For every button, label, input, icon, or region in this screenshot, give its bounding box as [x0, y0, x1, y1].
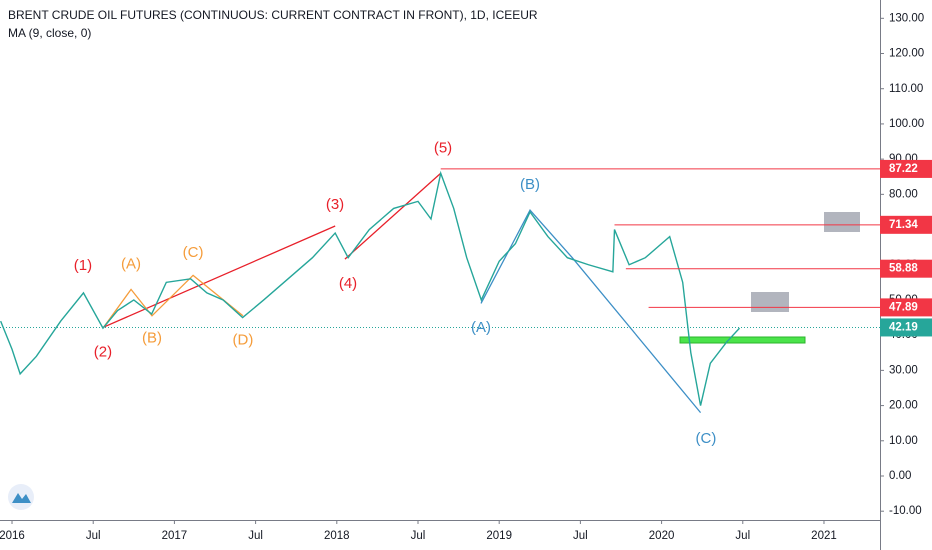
level-label: 87.22 [889, 163, 918, 175]
wave-label: (A) [121, 256, 141, 273]
x-tick-label: 2016 [0, 530, 25, 542]
level-label-box [880, 259, 932, 278]
y-tick-label: 30.00 [889, 364, 918, 376]
label-box [824, 212, 860, 232]
wave-label: (1) [74, 257, 92, 274]
wave-label: (2) [94, 344, 112, 361]
chart-title: BRENT CRUDE OIL FUTURES (CONTINUOUS: CUR… [8, 8, 538, 22]
x-tick-label: Jul [248, 530, 263, 542]
wave-line [102, 225, 336, 329]
x-tick-label: 2019 [486, 530, 512, 542]
price-line [0, 170, 741, 406]
zone-box [679, 336, 806, 344]
y-tick-label: 120.00 [889, 48, 924, 60]
level-label-box [880, 159, 932, 178]
x-tick-label: Jul [411, 530, 426, 542]
y-tick-label: 20.00 [889, 400, 918, 412]
level-label-box [880, 318, 932, 337]
level-label: 42.19 [889, 321, 918, 333]
y-tick-label: 110.00 [889, 83, 923, 95]
wave-label: (B) [520, 176, 540, 193]
x-tick-label: 2018 [324, 530, 350, 542]
logo [8, 484, 34, 510]
wave-label: (C) [183, 244, 204, 261]
wave-label: (3) [326, 196, 344, 213]
wave-label: (5) [434, 140, 452, 157]
y-tick-label: -10.00 [889, 505, 922, 517]
label-box [751, 292, 789, 312]
wave-line [344, 172, 442, 260]
wave-line [102, 274, 244, 329]
x-tick-label: 2020 [649, 530, 675, 542]
level-label: 58.88 [889, 263, 918, 275]
x-tick-label: Jul [573, 530, 588, 542]
x-tick-label: 2017 [162, 530, 188, 542]
y-tick-label: 10.00 [889, 435, 918, 447]
wave-label: (A) [471, 319, 491, 336]
y-tick-label: 100.00 [889, 118, 924, 130]
wave-line [480, 209, 702, 414]
level-label-box [880, 215, 932, 234]
wave-label: (4) [339, 275, 357, 292]
level-label: 71.34 [889, 219, 918, 231]
level-label: 47.89 [889, 301, 918, 313]
wave-label: (D) [233, 331, 254, 348]
x-tick-label: 2021 [811, 530, 837, 542]
wave-label: (C) [696, 430, 717, 447]
x-tick-label: Jul [86, 530, 101, 542]
y-tick-label: 130.00 [889, 12, 924, 24]
wave-label: (B) [142, 330, 162, 347]
x-tick-label: Jul [735, 530, 750, 542]
level-label-box [880, 298, 932, 317]
y-tick-label: 0.00 [889, 470, 911, 482]
indicator-label: MA (9, close, 0) [8, 26, 91, 40]
logo-icon [12, 493, 31, 503]
y-tick-label: 80.00 [889, 188, 918, 200]
